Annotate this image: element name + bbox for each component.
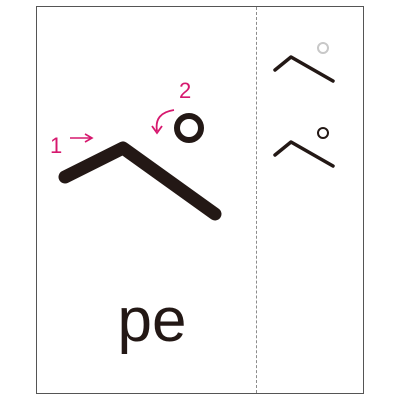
stroke-number-1: 1 — [50, 133, 63, 158]
right-arrow-icon — [70, 133, 94, 143]
handakuten-circle-small — [317, 127, 329, 139]
hiragana-pe-glyph — [58, 109, 222, 221]
romaji-label: pe — [117, 286, 187, 355]
hiragana-practice-card: 1 2 pe — [36, 6, 364, 394]
practice-example-full — [273, 127, 335, 168]
practice-example-faded — [273, 42, 335, 83]
dashed-divider — [256, 7, 257, 393]
curved-counterclockwise-arrow-icon — [151, 109, 175, 135]
stroke-1-path — [58, 141, 222, 221]
handakuten-circle — [174, 113, 204, 143]
faded-handakuten-circle — [317, 42, 329, 54]
stroke-number-2: 2 — [179, 78, 192, 103]
